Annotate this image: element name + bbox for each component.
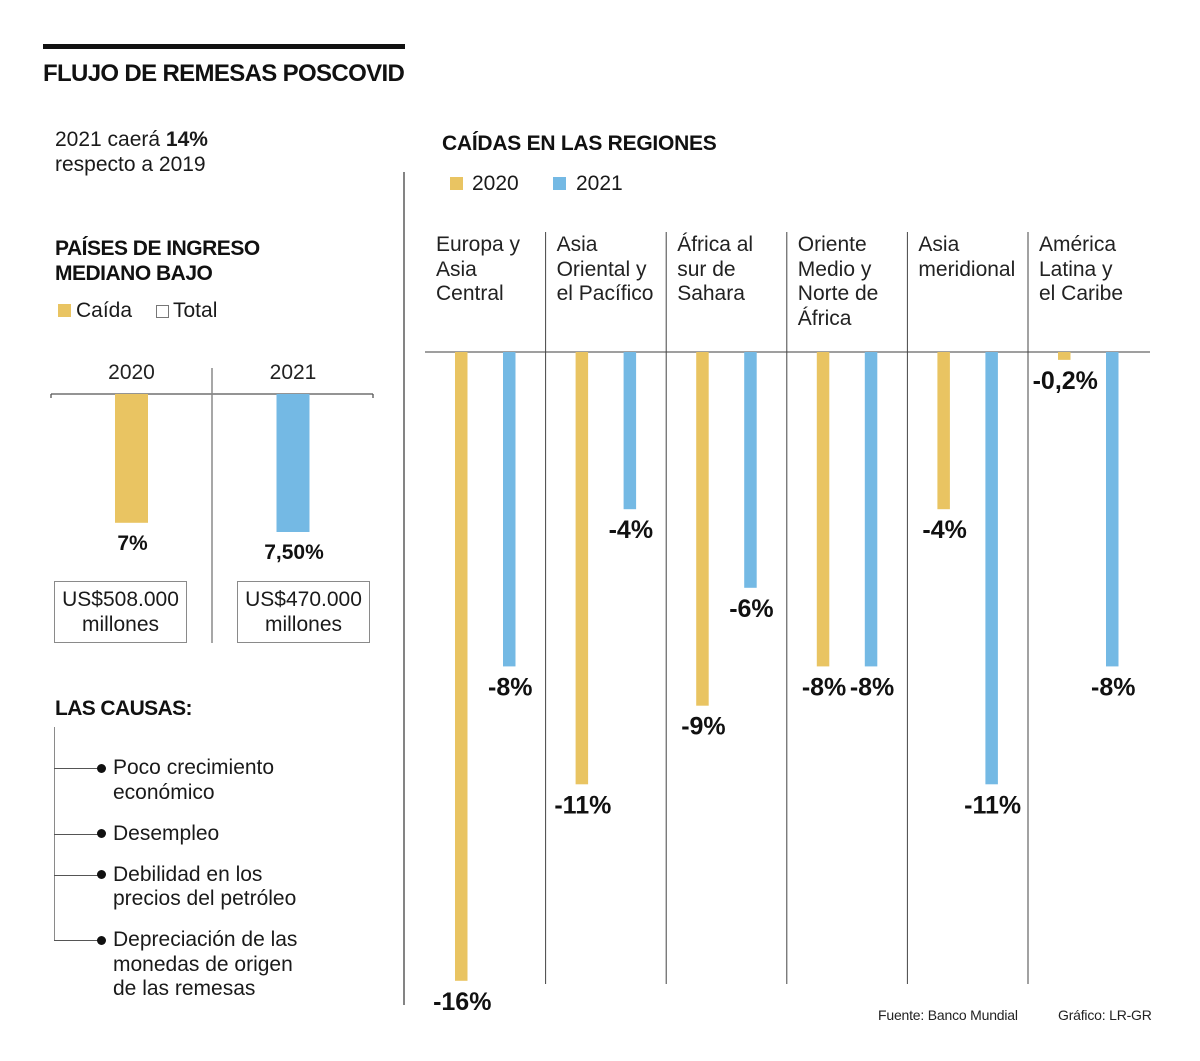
region-label-line: Asia (556, 233, 598, 256)
bar-value-label: -11% (554, 791, 611, 819)
legend-swatch-2020 (450, 177, 463, 190)
cause-text: Poco crecimiento económico (113, 756, 275, 804)
bar-value-label: -9% (681, 713, 725, 741)
region-label-line: Europa y (436, 233, 521, 256)
cause-text: Debilidad en los precios del petróleo (113, 862, 297, 911)
cause-item: Desempleo (54, 821, 309, 847)
region-label-line: Oriente (797, 233, 867, 256)
legend-label-2020: 2020 (472, 172, 519, 195)
bar-2021-region-5 (985, 352, 998, 785)
bar-2020-region-1 (455, 352, 468, 981)
region-label-line: el Pacífico (556, 282, 654, 305)
cause-branch-line (54, 768, 98, 770)
bar-2020-region-3 (696, 352, 709, 706)
cause-item: Debilidad en los precios del petróleo (54, 862, 309, 912)
region-label-line: Sahara (677, 282, 745, 305)
legend-swatch-2021 (553, 177, 566, 190)
bar-2020-region-6 (1058, 352, 1071, 360)
region-label-line: el Caribe (1039, 282, 1124, 305)
legend-label-total: Total (173, 299, 218, 322)
left-bar-value-label: 7% (117, 532, 148, 555)
region-label-line: Norte de (797, 282, 879, 305)
bar-2020-region-5 (937, 352, 950, 510)
summary-text: 2021 caerá 14% respecto a 2019 (55, 127, 208, 177)
region-label-line: Latina y (1039, 257, 1113, 281)
causes-list: Poco crecimiento económico Desempleo Deb… (54, 756, 309, 1018)
bar-2020-region-2 (575, 352, 589, 785)
causes-title: LAS CAUSAS: (55, 697, 193, 720)
region-label-line: América (1039, 233, 1117, 256)
page-title: FLUJO DE REMESAS POSCOVID (43, 60, 405, 87)
summary-prefix: 2021 caerá (55, 128, 166, 151)
region-label-line: sur de (677, 257, 736, 281)
bar-value-label: -6% (729, 595, 773, 623)
bar-2021-region-6 (1106, 352, 1119, 667)
left-bar-2020 (115, 394, 148, 523)
legend-label-caida: Caída (76, 299, 133, 322)
bar-value-label: -8% (802, 673, 846, 701)
bar-value-label: -4% (922, 516, 966, 544)
cause-text: Desempleo (113, 821, 220, 845)
region-label-line: Central (436, 282, 504, 305)
left-bar-value-label: 7,50% (264, 541, 324, 564)
region-label-line: Medio y (797, 257, 872, 281)
left-bar-2021 (276, 394, 310, 532)
left-chart-title: PAÍSES DE INGRESO MEDIANO BAJO (55, 237, 260, 285)
bar-2020-region-4 (816, 352, 830, 667)
cause-branch-line (54, 874, 98, 876)
cause-item: Poco crecimiento económico (54, 756, 309, 805)
left-category-label: 2021 (270, 361, 317, 384)
graphic-credit: Gráfico: LR-GR (1058, 1007, 1152, 1023)
region-label-line: Oriental y (556, 257, 647, 281)
region-label-line: Asia (918, 233, 960, 256)
bar-value-label: -16% (433, 988, 491, 1016)
total-box-2020: US$508.000 millones (54, 581, 187, 643)
header-rule (43, 44, 405, 49)
legend-swatch-total (156, 305, 169, 318)
summary-line-1: 2021 caerá 14% (55, 127, 208, 152)
summary-suffix: respecto a 2019 (55, 153, 206, 176)
bar-value-label: -8% (488, 673, 532, 701)
cause-branch-line (54, 940, 98, 942)
bullet-icon (97, 829, 106, 838)
left-category-label: 2020 (108, 361, 155, 384)
bar-value-label: -11% (964, 791, 1021, 819)
region-label-line: África al (677, 233, 754, 256)
summary-highlight: 14% (165, 128, 208, 151)
region-label-line: África (797, 306, 852, 330)
region-label-line: meridional (918, 257, 1016, 281)
cause-branch-line (54, 833, 98, 835)
cause-text: Depreciación de las monedas de origen de… (113, 928, 298, 1000)
bar-2021-region-3 (744, 352, 757, 588)
bullet-icon (97, 870, 106, 879)
source-credit: Fuente: Banco Mundial (878, 1007, 1018, 1023)
bar-2021-region-1 (503, 352, 516, 667)
bar-value-label: -8% (1091, 673, 1135, 701)
region-label-line: Asia (436, 257, 477, 281)
bullet-icon (97, 935, 106, 945)
cause-item: Depreciación de las monedas de origen de… (54, 928, 309, 1002)
bullet-icon (97, 763, 106, 773)
legend-swatch-caida (58, 304, 71, 317)
legend-label-2021: 2021 (576, 172, 623, 195)
bar-value-label: -0,2% (1033, 367, 1098, 395)
bar-2021-region-2 (623, 352, 637, 510)
regions-chart-title: CAÍDAS EN LAS REGIONES (442, 132, 717, 155)
bar-value-label: -4% (609, 516, 653, 544)
bar-2021-region-4 (864, 352, 878, 667)
total-box-2021: US$470.000 millones (237, 581, 370, 643)
bar-value-label: -8% (850, 673, 894, 701)
